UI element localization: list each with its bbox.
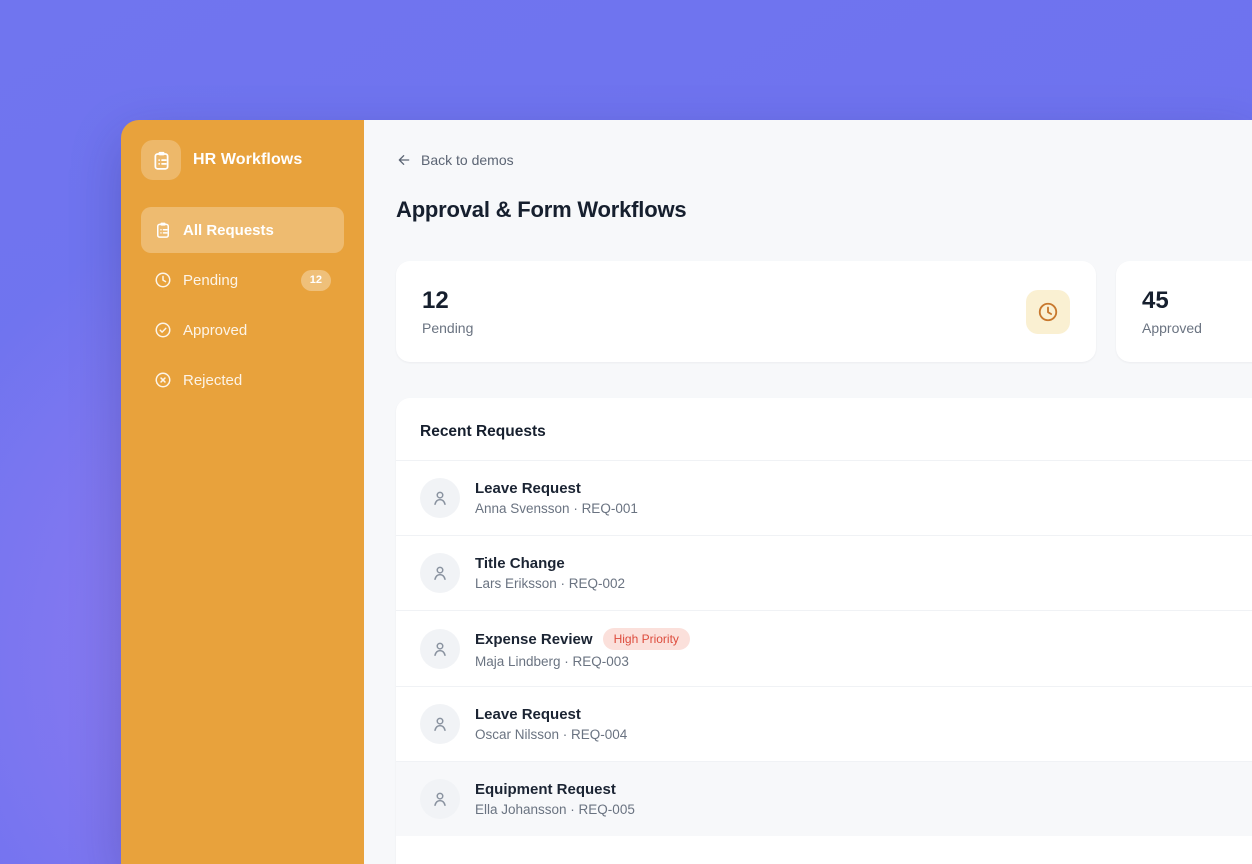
clock-icon xyxy=(154,271,172,289)
approved-stat-value: 45 xyxy=(1142,287,1169,314)
request-row-req-002[interactable]: Title Change Lars Eriksson · REQ-002 xyxy=(396,535,1252,610)
recent-requests-card: Recent Requests Leave Request Anna Svens… xyxy=(396,398,1252,864)
sidebar-item-label: Pending xyxy=(183,271,239,289)
back-to-demos-link[interactable]: Back to demos xyxy=(396,152,514,168)
request-title: Leave Request xyxy=(475,480,581,497)
sidebar-item-all-requests[interactable]: All Requests xyxy=(141,207,344,253)
stat-card-approved: 45 Approved xyxy=(1116,261,1252,362)
person-icon xyxy=(420,478,460,518)
page-title: Approval & Form Workflows xyxy=(396,197,687,222)
person-icon xyxy=(420,704,460,744)
request-subtitle: Lars Eriksson · REQ-002 xyxy=(475,576,626,591)
sidebar-item-label: All Requests xyxy=(183,221,274,239)
sidebar: HR Workflows All Requests xyxy=(121,120,364,864)
app-window: HR Workflows All Requests xyxy=(121,120,1252,864)
request-subtitle: Maja Lindberg · REQ-003 xyxy=(475,654,629,669)
request-row-req-005[interactable]: Equipment Request Ella Johansson · REQ-0… xyxy=(396,761,1252,836)
sidebar-item-rejected[interactable]: Rejected xyxy=(141,357,344,403)
pending-stat-label: Pending xyxy=(422,320,474,336)
clock-icon xyxy=(1026,289,1070,334)
sidebar-item-pending[interactable]: Pending 12 xyxy=(141,257,344,303)
x-circle-icon xyxy=(154,371,172,389)
clipboard-icon xyxy=(154,221,172,239)
back-link-label: Back to demos xyxy=(421,152,514,168)
request-row-req-001[interactable]: Leave Request Anna Svensson · REQ-001 xyxy=(396,460,1252,535)
request-title: Equipment Request xyxy=(475,781,616,798)
sidebar-item-label: Rejected xyxy=(183,371,243,389)
request-subtitle: Oscar Nilsson · REQ-004 xyxy=(475,727,628,742)
person-icon xyxy=(420,628,460,669)
person-icon xyxy=(420,553,460,593)
sidebar-item-approved[interactable]: Approved xyxy=(141,307,344,353)
main-content: Back to demos Approval & Form Workflows … xyxy=(364,120,1252,864)
request-title: Expense Review xyxy=(475,630,593,648)
approved-stat-label: Approved xyxy=(1142,320,1202,336)
pending-count-badge: 12 xyxy=(300,269,331,291)
stats-grid: 12 Pending 45 Approved xyxy=(396,261,1252,362)
request-title: Leave Request xyxy=(475,706,581,723)
arrow-left-icon xyxy=(396,152,412,168)
stat-card-pending: 12 Pending xyxy=(396,261,1096,362)
request-title: Title Change xyxy=(475,555,565,572)
pending-stat-value: 12 xyxy=(422,287,449,314)
check-circle-icon xyxy=(154,321,172,339)
person-icon xyxy=(420,779,460,819)
high-priority-badge: High Priority xyxy=(602,628,690,650)
app-logo: HR Workflows xyxy=(141,140,344,180)
recent-requests-title: Recent Requests xyxy=(420,423,546,440)
clipboard-icon xyxy=(141,140,181,180)
request-subtitle: Ella Johansson · REQ-005 xyxy=(475,802,635,817)
sidebar-item-label: Approved xyxy=(183,321,248,339)
request-row-req-003[interactable]: Expense Review High Priority Maja Lindbe… xyxy=(396,610,1252,686)
app-title: HR Workflows xyxy=(193,151,303,168)
request-row-req-004[interactable]: Leave Request Oscar Nilsson · REQ-004 xyxy=(396,686,1252,761)
request-subtitle: Anna Svensson · REQ-001 xyxy=(475,501,638,516)
sidebar-nav: All Requests Pending 12 Approved xyxy=(141,207,344,403)
